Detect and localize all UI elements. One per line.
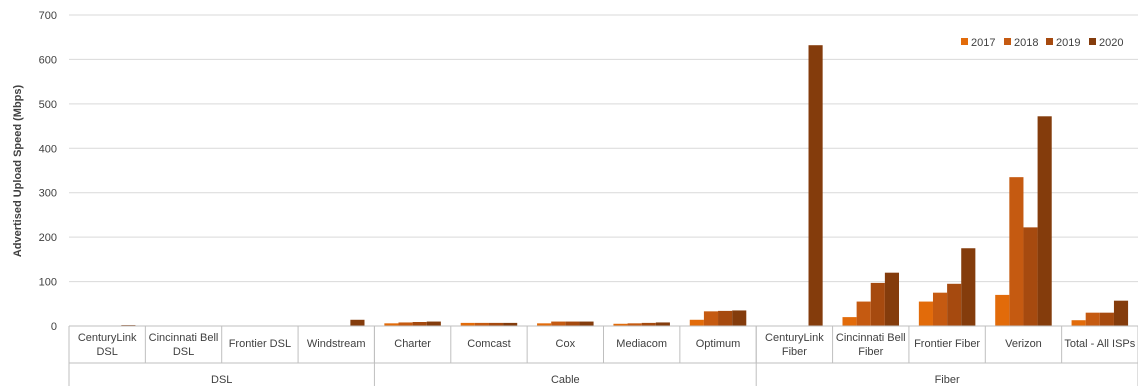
legend-swatch-2019 (1046, 38, 1053, 45)
y-tick-400: 400 (39, 143, 57, 155)
bar-2017-8 (689, 319, 704, 326)
bar-2020-4 (426, 321, 441, 326)
legend-label-2018: 2018 (1014, 37, 1038, 49)
bar-2020-12 (1037, 116, 1052, 326)
bar-2018-6 (551, 321, 566, 326)
category-labels: CenturyLink DSL Cincinnati Bell DSL Frontier… (78, 332, 1136, 358)
bar-2019-5 (488, 322, 504, 326)
category-label-5: Comcast (467, 338, 510, 350)
bar-2020-9 (808, 45, 823, 327)
y-tick-300: 300 (39, 188, 57, 200)
bar-2017-4 (384, 323, 399, 326)
bar-2019-10 (870, 282, 885, 326)
legend-label-2020: 2020 (1099, 37, 1123, 49)
bar-2018-7 (627, 323, 642, 326)
category-label-9: CenturyLink Fiber (765, 332, 824, 358)
group-label-fiber: Fiber (935, 374, 960, 386)
bar-2020-11 (961, 248, 976, 326)
bar-2018-8 (703, 311, 719, 326)
bar-2019-4 (412, 322, 427, 326)
bar-2020-10 (884, 272, 900, 326)
bars (78, 45, 1129, 327)
bar-2018-13 (1085, 312, 1100, 326)
category-label-1: Cincinnati Bell DSL (149, 332, 219, 358)
bar-2019-11 (947, 283, 962, 326)
gridlines (69, 14, 1138, 327)
bar-2017-5 (460, 322, 475, 326)
bar-2020-5 (503, 322, 518, 326)
y-tick-500: 500 (39, 99, 57, 111)
bar-2019-12 (1023, 227, 1038, 326)
bar-2017-6 (537, 323, 552, 326)
bar-2018-4 (398, 322, 413, 326)
legend-swatch-2017 (961, 38, 968, 45)
bar-2017-13 (1071, 320, 1086, 326)
y-axis-ticks: 0 100 200 300 400 500 600 700 (39, 10, 57, 333)
bar-2018-12 (1009, 177, 1024, 326)
bar-2020-8 (732, 310, 747, 326)
bar-2019-7 (641, 322, 656, 326)
legend-label-2019: 2019 (1056, 37, 1080, 49)
group-label-cable: Cable (551, 374, 580, 386)
y-axis-label: Advertised Upload Speed (Mbps) (12, 84, 24, 257)
category-label-2: Frontier DSL (229, 338, 291, 350)
category-label-10: Cincinnati Bell Fiber (836, 332, 906, 358)
y-tick-0: 0 (51, 321, 57, 333)
legend-swatch-2020 (1089, 38, 1096, 45)
bar-2017-12 (995, 294, 1010, 326)
bar-2020-3 (350, 319, 365, 326)
y-tick-200: 200 (39, 232, 57, 244)
category-label-12: Verizon (1005, 338, 1042, 350)
bar-2020-13 (1113, 300, 1129, 326)
bar-2018-5 (474, 322, 489, 326)
y-tick-100: 100 (39, 277, 57, 289)
bar-2020-6 (579, 321, 594, 326)
legend: 2017 2018 2019 2020 (961, 37, 1123, 49)
group-labels: DSL Cable Fiber (211, 374, 960, 386)
category-label-11: Frontier Fiber (914, 338, 980, 350)
category-label-0: CenturyLink DSL (78, 332, 137, 358)
bar-2020-7 (655, 322, 670, 326)
bar-2019-6 (565, 321, 580, 326)
bar-2019-13 (1099, 312, 1114, 326)
legend-swatch-2018 (1004, 38, 1011, 45)
category-label-13: Total - All ISPs (1064, 338, 1135, 350)
bar-2018-10 (856, 301, 871, 326)
bar-2018-11 (932, 292, 948, 326)
y-tick-700: 700 (39, 10, 57, 22)
legend-label-2017: 2017 (971, 37, 995, 49)
bar-2017-7 (613, 323, 628, 326)
x-axis (68, 325, 1138, 386)
group-label-dsl: DSL (211, 374, 232, 386)
y-tick-600: 600 (39, 54, 57, 66)
category-label-6: Cox (556, 338, 576, 350)
category-label-3: Windstream (307, 338, 366, 350)
category-label-4: Charter (394, 338, 431, 350)
category-label-8: Optimum (696, 338, 741, 350)
bar-2017-10 (842, 317, 857, 326)
category-label-7: Mediacom (616, 338, 667, 350)
bar-2017-11 (918, 301, 933, 326)
bar-2019-8 (718, 310, 733, 326)
